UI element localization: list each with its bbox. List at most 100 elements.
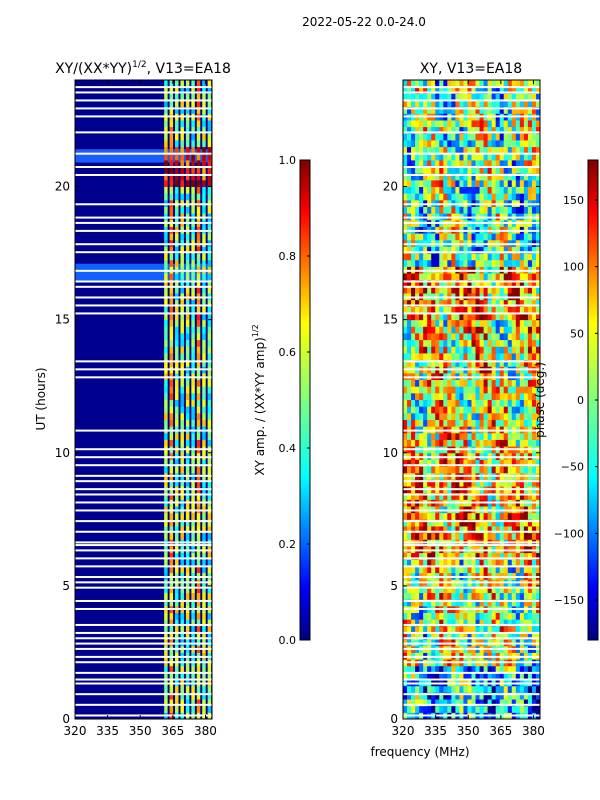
heatmap-cell (447, 459, 452, 467)
heatmap-cell (535, 332, 540, 341)
heatmap-cell (515, 406, 521, 414)
heatmap-cell (515, 119, 521, 128)
heatmap-cell (175, 665, 179, 673)
heatmap-cell (202, 692, 206, 700)
heatmap-cell (411, 439, 416, 447)
heatmap-cell (487, 379, 493, 387)
heatmap-cell (439, 692, 444, 700)
heatmap-cell (475, 99, 481, 108)
heatmap-cell (447, 153, 452, 161)
heatmap-cell (451, 399, 456, 407)
heatmap-cell (491, 692, 497, 700)
heatmap-cell (180, 492, 184, 500)
heatmap-cell (455, 412, 460, 420)
flagged-row (403, 509, 540, 512)
heatmap-cell (431, 299, 436, 307)
heatmap-cell (527, 406, 533, 414)
heatmap-cell (175, 685, 179, 693)
heatmap-cell (467, 352, 472, 361)
heatmap-cell (471, 93, 477, 101)
heatmap-cell (196, 412, 201, 420)
heatmap-cell (535, 692, 540, 700)
heatmap-cell (491, 106, 497, 114)
heatmap-cell (519, 352, 525, 361)
heatmap-cell (169, 479, 174, 487)
heatmap-cell (164, 399, 168, 407)
heatmap-cell (207, 439, 212, 447)
heatmap-cell (471, 146, 477, 154)
heatmap-cell (175, 699, 179, 707)
heatmap-cell (415, 386, 420, 394)
heatmap-cell (447, 392, 452, 400)
heatmap-cell (475, 439, 481, 447)
heatmap-cell (169, 625, 174, 633)
heatmap-cell (483, 332, 489, 341)
heatmap-cell (207, 519, 212, 527)
heatmap-cell (191, 685, 195, 693)
heatmap-cell (515, 346, 521, 354)
heatmap-cell (475, 352, 481, 361)
heatmap-cell (523, 512, 529, 520)
heatmap-cell (471, 625, 477, 633)
heatmap-cell (439, 279, 444, 287)
heatmap-cell (169, 159, 174, 168)
heatmap-cell (202, 672, 206, 680)
heatmap-cell (511, 146, 517, 154)
heatmap-cell (207, 559, 212, 567)
heatmap-cell (523, 153, 529, 161)
flagged-row (75, 165, 212, 168)
heatmap-cell (507, 406, 513, 414)
heatmap-cell (503, 386, 509, 394)
heatmap-cell (507, 99, 513, 108)
heatmap-cell (443, 286, 448, 294)
heatmap-cell (535, 339, 540, 347)
heatmap-cell (455, 352, 460, 361)
heatmap-cell (175, 559, 179, 567)
heatmap-cell (423, 80, 428, 88)
heatmap-cell (467, 86, 472, 94)
flagged-row (403, 312, 540, 315)
heatmap-cell (451, 332, 456, 341)
heatmap-cell (423, 246, 428, 254)
heatmap-cell (495, 705, 501, 713)
heatmap-cell (495, 392, 501, 400)
flagged-row (75, 464, 212, 467)
heatmap-cell (467, 106, 472, 114)
heatmap-cell (483, 106, 489, 114)
heatmap-cell (439, 80, 444, 88)
heatmap-cell (487, 459, 493, 467)
heatmap-cell (403, 332, 408, 341)
heatmap-cell (419, 552, 424, 560)
heatmap-cell (202, 599, 206, 607)
heatmap-cell (527, 466, 533, 474)
heatmap-cell (423, 133, 428, 141)
heatmap-cell (463, 432, 468, 440)
heatmap-cell (483, 632, 489, 640)
heatmap-cell (175, 466, 179, 474)
heatmap-cell (169, 419, 174, 427)
heatmap-cell (202, 559, 206, 567)
heatmap-cell (487, 512, 493, 520)
heatmap-cell (507, 379, 513, 387)
heatmap-cell (427, 466, 432, 474)
heatmap-cell (423, 139, 428, 148)
heatmap-cell (531, 106, 537, 114)
heatmap-cell (169, 153, 174, 161)
heatmap-cell (491, 186, 497, 194)
heatmap-cell (511, 259, 517, 267)
heatmap-cell (479, 479, 485, 487)
heatmap-cell (435, 86, 440, 94)
heatmap-cell (435, 246, 440, 254)
heatmap-cell (419, 692, 424, 700)
heatmap-cell (175, 612, 179, 620)
heatmap-cell (423, 406, 428, 414)
heatmap-cell (423, 119, 428, 128)
heatmap-cell (415, 492, 420, 500)
heatmap-cell (479, 133, 485, 141)
heatmap-cell (169, 412, 174, 420)
heatmap-cell (491, 519, 497, 527)
heatmap-cell (415, 512, 420, 520)
heatmap-cell (435, 466, 440, 474)
heatmap-cell (479, 379, 485, 387)
